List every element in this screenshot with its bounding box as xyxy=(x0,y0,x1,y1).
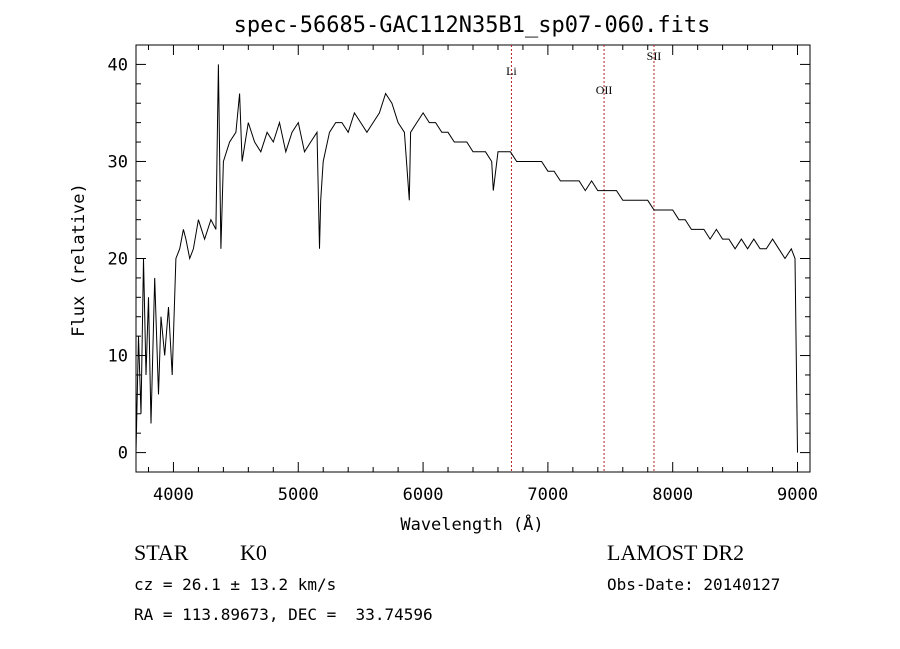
plot-frame xyxy=(135,44,811,473)
y-tick-label: 0 xyxy=(118,444,128,464)
line-marker-label: OII xyxy=(596,83,613,97)
x-tick-label: 8000 xyxy=(652,485,693,505)
y-tick-label: 20 xyxy=(108,250,128,270)
x-tick-label: 4000 xyxy=(153,485,194,505)
chart-title: spec-56685-GAC112N35B1_sp07-060.fits xyxy=(234,13,711,38)
x-tick-label: 5000 xyxy=(278,485,319,505)
survey-name: LAMOST DR2 xyxy=(607,540,744,565)
line-markers: Li OII SII xyxy=(506,45,661,472)
redshift-info: cz = 26.1 ± 13.2 km/s xyxy=(134,575,336,594)
coordinates: RA = 113.89673, DEC = 33.74596 xyxy=(134,605,433,624)
star-subclass: K0 xyxy=(240,540,267,565)
y-tick-label: 10 xyxy=(108,347,128,367)
y-tick-label: 30 xyxy=(108,152,128,172)
star-class: STAR xyxy=(134,540,189,565)
y-axis: 0 10 20 30 40 xyxy=(108,55,810,464)
x-axis: 4000 5000 6000 7000 8000 9000 xyxy=(147,45,818,505)
line-marker-label: Li xyxy=(506,64,517,78)
obs-date: Obs-Date: 20140127 xyxy=(607,575,780,594)
x-tick-label: 9000 xyxy=(777,485,818,505)
x-axis-label: Wavelength (Å) xyxy=(400,513,543,535)
y-axis-label: Flux (relative) xyxy=(69,183,89,337)
spectrum-line xyxy=(135,64,798,453)
line-marker-label: SII xyxy=(647,49,662,63)
x-tick-label: 6000 xyxy=(403,485,444,505)
y-tick-label: 40 xyxy=(108,55,128,75)
x-tick-label: 7000 xyxy=(527,485,568,505)
